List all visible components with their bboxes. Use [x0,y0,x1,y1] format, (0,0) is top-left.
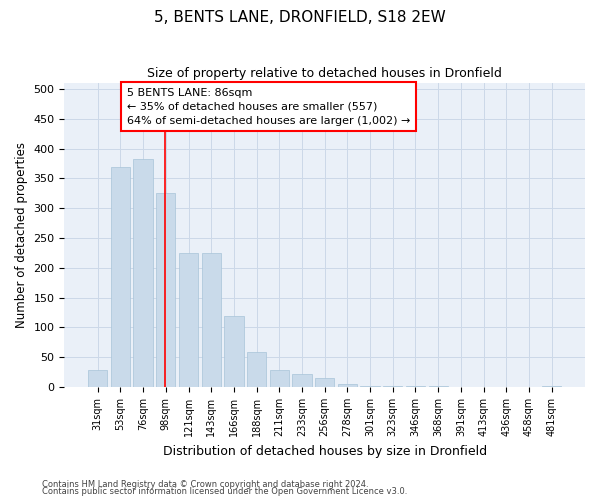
Bar [338,384,357,387]
Bar [156,194,175,387]
Bar [542,386,562,387]
Bar [202,253,221,387]
Bar [269,370,289,387]
Text: Contains public sector information licensed under the Open Government Licence v3: Contains public sector information licen… [42,487,407,496]
Bar [428,386,448,387]
Text: 5 BENTS LANE: 86sqm
← 35% of detached houses are smaller (557)
64% of semi-detac: 5 BENTS LANE: 86sqm ← 35% of detached ho… [127,88,410,126]
Bar [292,374,311,387]
X-axis label: Distribution of detached houses by size in Dronfield: Distribution of detached houses by size … [163,444,487,458]
Bar [88,370,107,387]
Title: Size of property relative to detached houses in Dronfield: Size of property relative to detached ho… [147,68,502,80]
Bar [247,352,266,387]
Bar [406,386,425,387]
Bar [361,386,380,387]
Bar [133,159,153,387]
Text: Contains HM Land Registry data © Crown copyright and database right 2024.: Contains HM Land Registry data © Crown c… [42,480,368,489]
Bar [383,386,403,387]
Bar [179,253,198,387]
Text: 5, BENTS LANE, DRONFIELD, S18 2EW: 5, BENTS LANE, DRONFIELD, S18 2EW [154,10,446,25]
Bar [224,316,244,387]
Y-axis label: Number of detached properties: Number of detached properties [15,142,28,328]
Bar [315,378,334,387]
Bar [111,166,130,387]
